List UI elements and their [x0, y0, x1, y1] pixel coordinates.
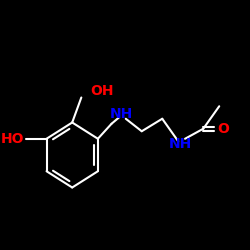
Text: OH: OH [90, 84, 114, 98]
Text: HO: HO [0, 132, 24, 146]
Text: NH: NH [169, 137, 192, 151]
Text: O: O [217, 122, 229, 136]
Text: NH: NH [110, 107, 133, 121]
